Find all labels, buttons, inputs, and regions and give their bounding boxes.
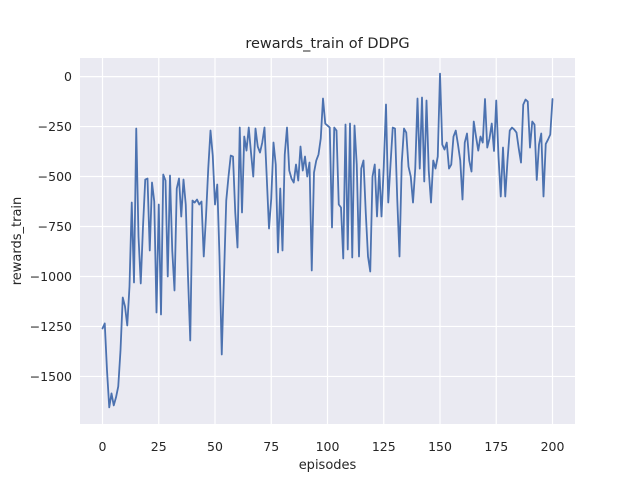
y-tick-label: −250	[38, 119, 72, 134]
x-tick-label: 125	[372, 439, 396, 454]
x-axis-tick-labels: 0 25 50 75 100 125 150 175 200	[99, 439, 565, 454]
chart-title: rewards_train of DDPG	[245, 36, 409, 52]
y-tick-label: −1500	[30, 369, 72, 384]
y-tick-label: −750	[38, 219, 72, 234]
x-tick-label: 200	[541, 439, 565, 454]
y-axis-label: rewards_train	[10, 197, 25, 286]
y-tick-label: 0	[64, 69, 72, 84]
y-tick-label: −1250	[30, 319, 72, 334]
y-tick-label: −1000	[30, 269, 72, 284]
x-tick-label: 100	[316, 439, 340, 454]
series-line-rewards-train	[101, 72, 554, 409]
y-axis-tick-labels: 0 −250 −500 −750 −1000 −1250 −1500	[30, 69, 72, 384]
y-tick-label: −500	[38, 169, 72, 184]
x-tick-label: 0	[99, 439, 107, 454]
x-axis-label: episodes	[299, 458, 357, 473]
x-tick-label: 75	[263, 439, 279, 454]
x-tick-label: 150	[428, 439, 452, 454]
x-tick-label: 50	[207, 439, 223, 454]
x-tick-label: 25	[151, 439, 167, 454]
x-tick-label: 175	[484, 439, 508, 454]
